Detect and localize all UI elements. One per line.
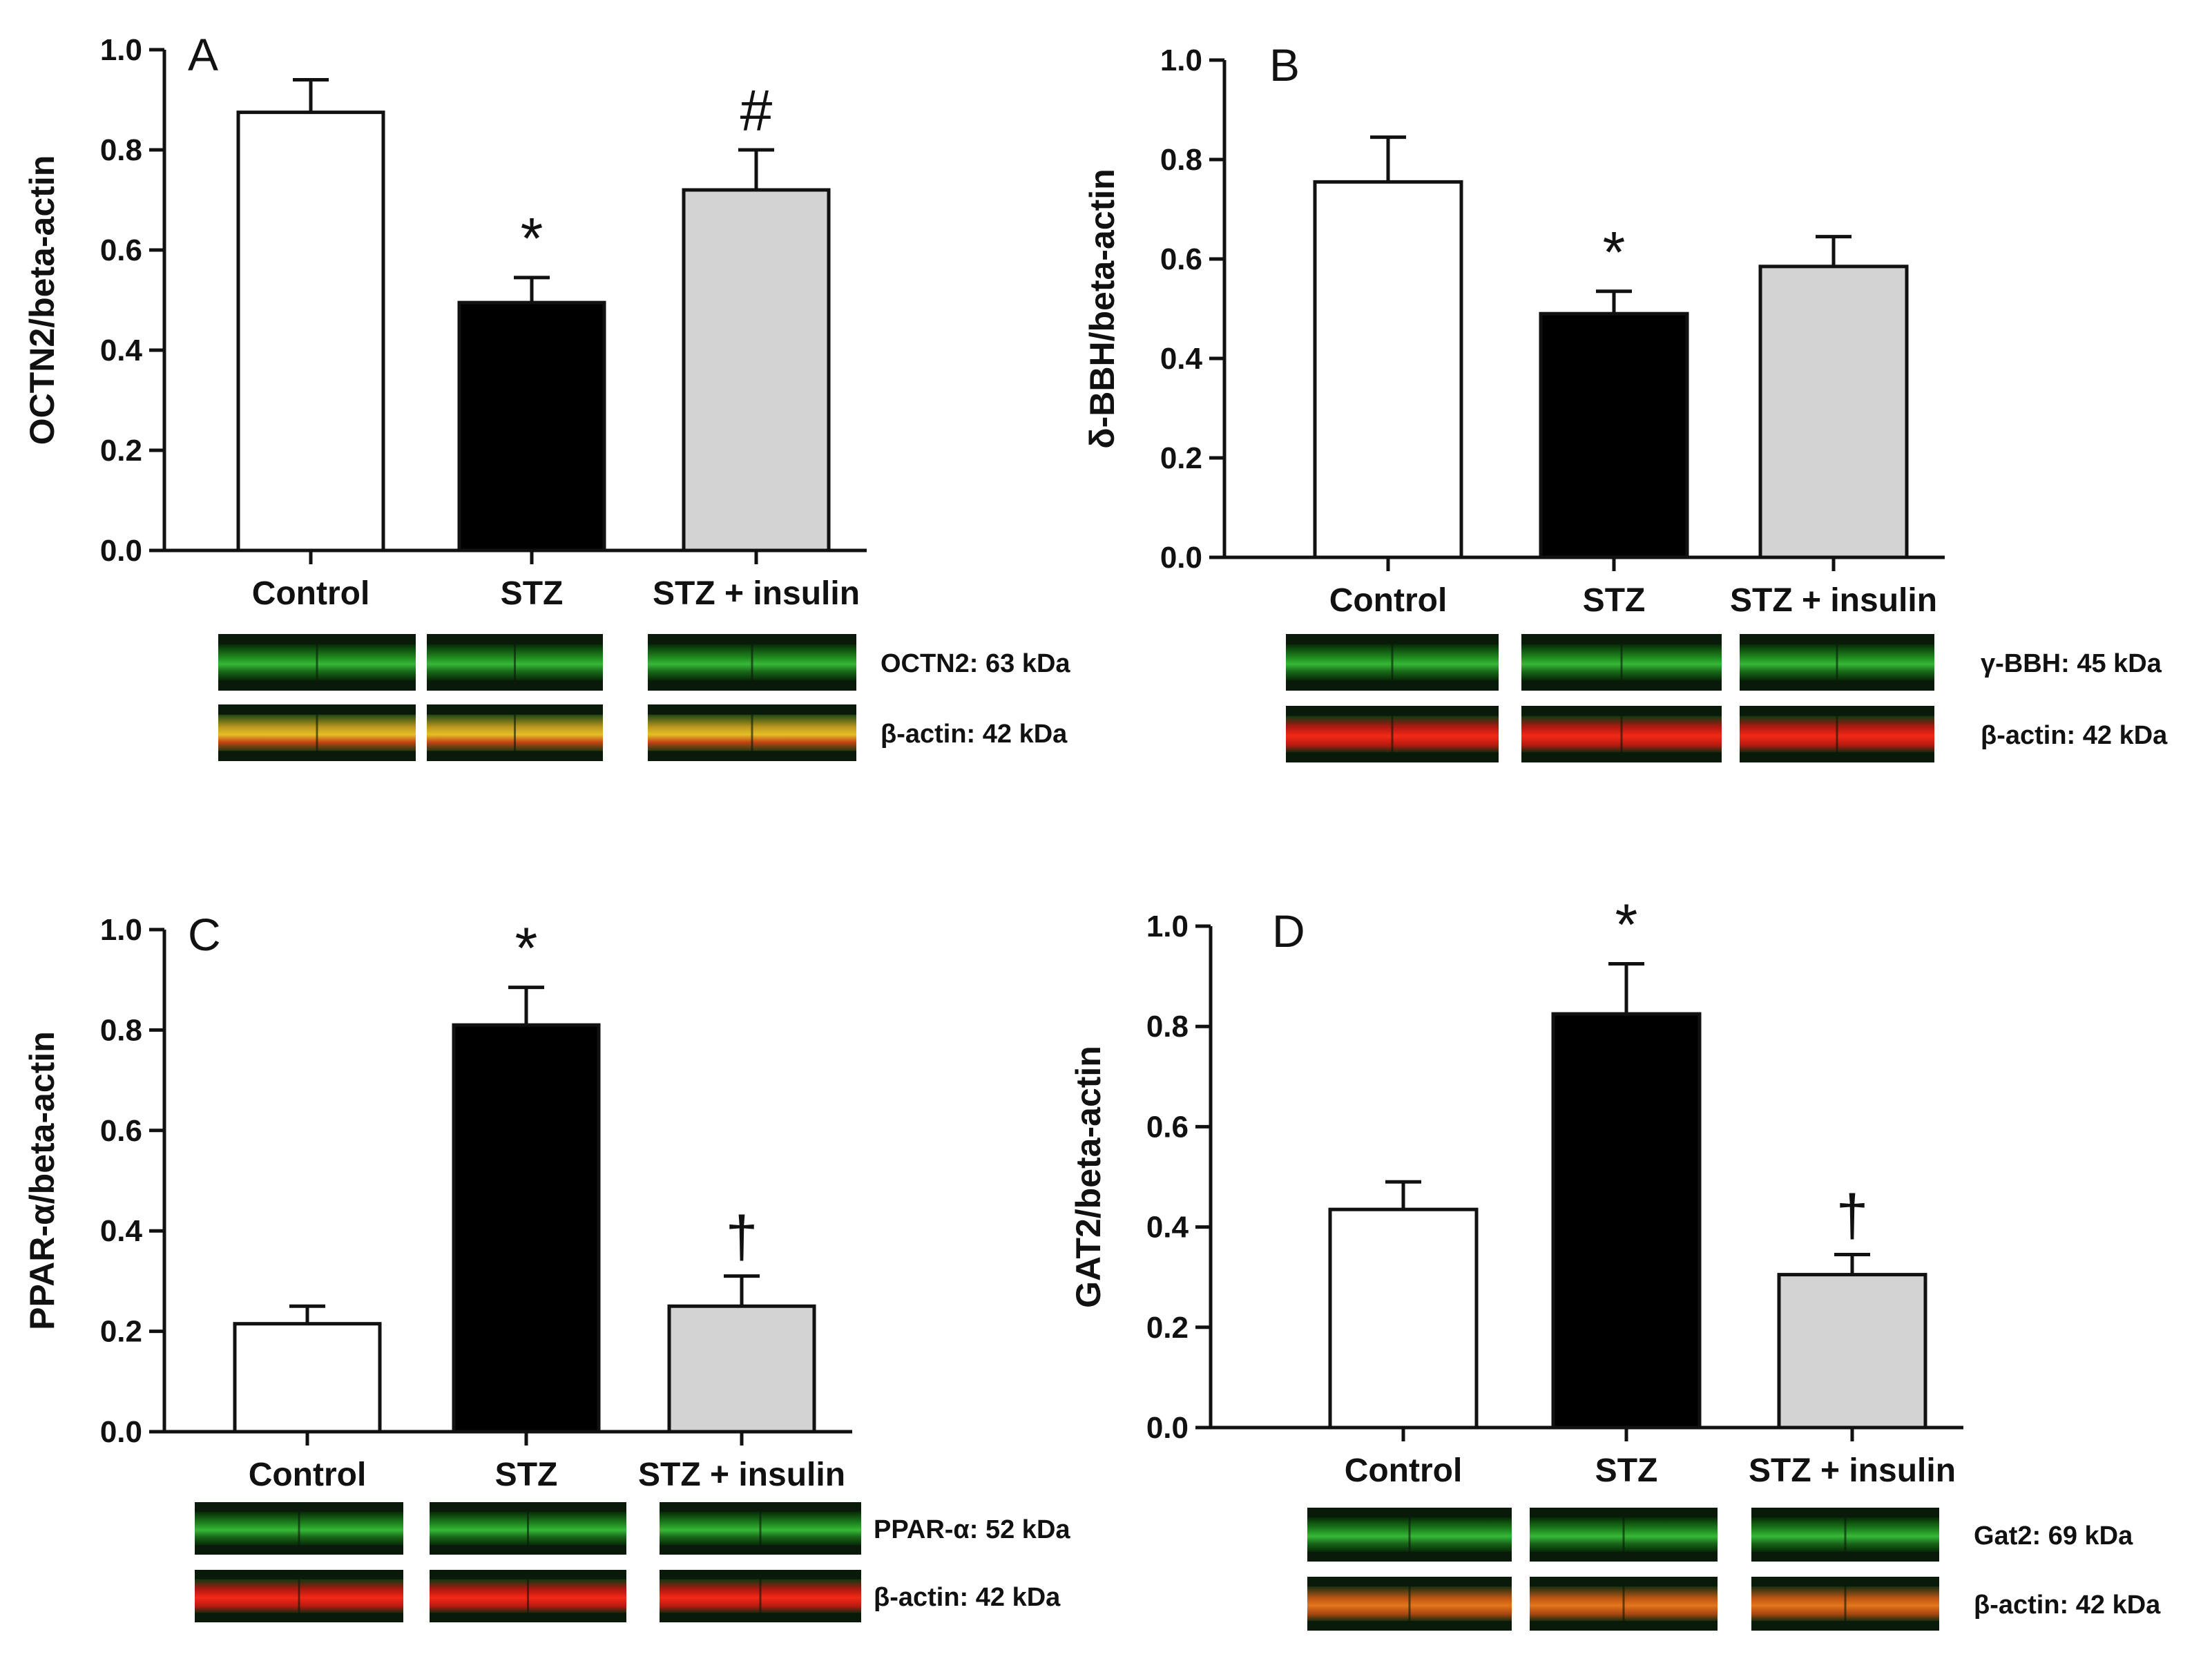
y-tick-label: 0.6 — [100, 1114, 142, 1148]
y-tick-label: 0.6 — [1160, 242, 1202, 276]
y-tick-label: 0.8 — [1160, 143, 1202, 177]
x-tick-label: Control — [249, 1457, 367, 1493]
y-tick-label: 0.0 — [100, 1415, 142, 1449]
significance-marker: * — [1603, 220, 1626, 285]
y-axis-label: δ-BBH/beta-actin — [1083, 169, 1122, 448]
x-tick-label: STZ — [1583, 582, 1646, 619]
x-tick-label: Control — [252, 575, 370, 612]
bar-stz-insulin — [682, 188, 831, 553]
y-tick-label: 0.4 — [100, 334, 143, 367]
x-tick-label: STZ + insulin — [1730, 582, 1937, 619]
bar-stz-insulin — [667, 1304, 816, 1434]
y-tick-label: 0.8 — [1146, 1010, 1189, 1044]
y-tick-label: 0.0 — [100, 534, 142, 568]
y-axis-label: OCTN2/beta-actin — [23, 155, 61, 445]
significance-marker: † — [726, 1204, 758, 1269]
significance-marker: * — [1615, 892, 1638, 957]
panel-c: 0.0 0.2 0.4 0.6 0.8 1.0 PPAR-α/beta-actin C Cont… — [23, 909, 1070, 1622]
bar-stz-insulin — [1777, 1273, 1927, 1430]
bar-control — [233, 1322, 382, 1434]
blot-label: β-actin: 42 kDa — [881, 720, 1068, 749]
y-tick-label: 1.0 — [100, 33, 142, 67]
panel-letter: D — [1272, 905, 1305, 957]
y-tick-label: 0.6 — [1146, 1110, 1189, 1144]
blot-label: PPAR-α: 52 kDa — [874, 1515, 1070, 1544]
y-tick-label: 0.4 — [1146, 1211, 1189, 1245]
y-tick-label: 0.8 — [100, 1013, 142, 1047]
bar-stz-insulin — [1758, 265, 1909, 559]
y-tick-label: 1.0 — [100, 913, 142, 947]
x-tick-label: Control — [1329, 582, 1448, 619]
bar-control — [236, 111, 385, 553]
x-tick-label: STZ + insulin — [1749, 1452, 1956, 1489]
y-tick-label: 0.2 — [1146, 1311, 1189, 1345]
panel-a: 0.0 0.2 0.4 0.6 0.8 1.0 OCTN2/beta-actin A Contr… — [23, 29, 1070, 761]
blot-label: OCTN2: 63 kDa — [881, 649, 1070, 678]
blot-label: β-actin: 42 kDa — [1981, 721, 2168, 750]
y-tick-label: 0.0 — [1160, 541, 1202, 575]
significance-marker: # — [740, 78, 773, 143]
y-axis-label: GAT2/beta-actin — [1069, 1046, 1108, 1308]
x-tick-label: STZ — [501, 575, 564, 612]
bar-stz — [457, 300, 606, 553]
x-tick-label: STZ + insulin — [653, 575, 860, 612]
panel-b: 0.0 0.2 0.4 0.6 0.8 1.0 δ-BBH/beta-actin B Contr… — [1083, 39, 2168, 762]
significance-marker: * — [521, 206, 544, 271]
blot-label: γ-BBH: 45 kDa — [1981, 649, 2162, 678]
y-tick-label: 0.8 — [100, 133, 142, 167]
panel-letter: C — [188, 909, 221, 960]
y-tick-label: 1.0 — [1146, 910, 1189, 943]
blot-label: β-actin: 42 kDa — [1974, 1591, 2161, 1620]
y-tick-label: 0.6 — [100, 233, 142, 267]
y-tick-label: 0.0 — [1146, 1411, 1189, 1445]
panel-letter: A — [188, 29, 218, 80]
y-tick-label: 0.2 — [100, 1315, 142, 1349]
panel-letter: B — [1269, 39, 1300, 90]
bar-stz — [1551, 1012, 1702, 1430]
bar-stz — [452, 1023, 601, 1434]
y-tick-label: 0.2 — [1160, 441, 1202, 475]
y-tick-label: 0.4 — [100, 1214, 143, 1248]
significance-marker: † — [1836, 1183, 1869, 1248]
bar-stz — [1539, 311, 1689, 559]
panel-d: 0.0 0.2 0.4 0.6 0.8 1.0 GAT2/beta-actin D Contro… — [1069, 892, 2161, 1631]
bar-control — [1328, 1207, 1479, 1430]
y-axis-label: PPAR-α/beta-actin — [23, 1031, 61, 1330]
bar-control — [1313, 180, 1463, 559]
x-tick-label: STZ — [495, 1457, 558, 1493]
y-tick-label: 0.2 — [100, 434, 142, 468]
x-tick-label: STZ — [1595, 1452, 1658, 1489]
x-tick-label: Control — [1345, 1452, 1463, 1489]
x-tick-label: STZ + insulin — [638, 1457, 845, 1493]
significance-marker: * — [515, 916, 538, 981]
blot-label: β-actin: 42 kDa — [874, 1583, 1061, 1612]
y-tick-label: 1.0 — [1160, 44, 1202, 77]
y-tick-label: 0.4 — [1160, 342, 1203, 376]
blot-label: Gat2: 69 kDa — [1974, 1521, 2133, 1550]
